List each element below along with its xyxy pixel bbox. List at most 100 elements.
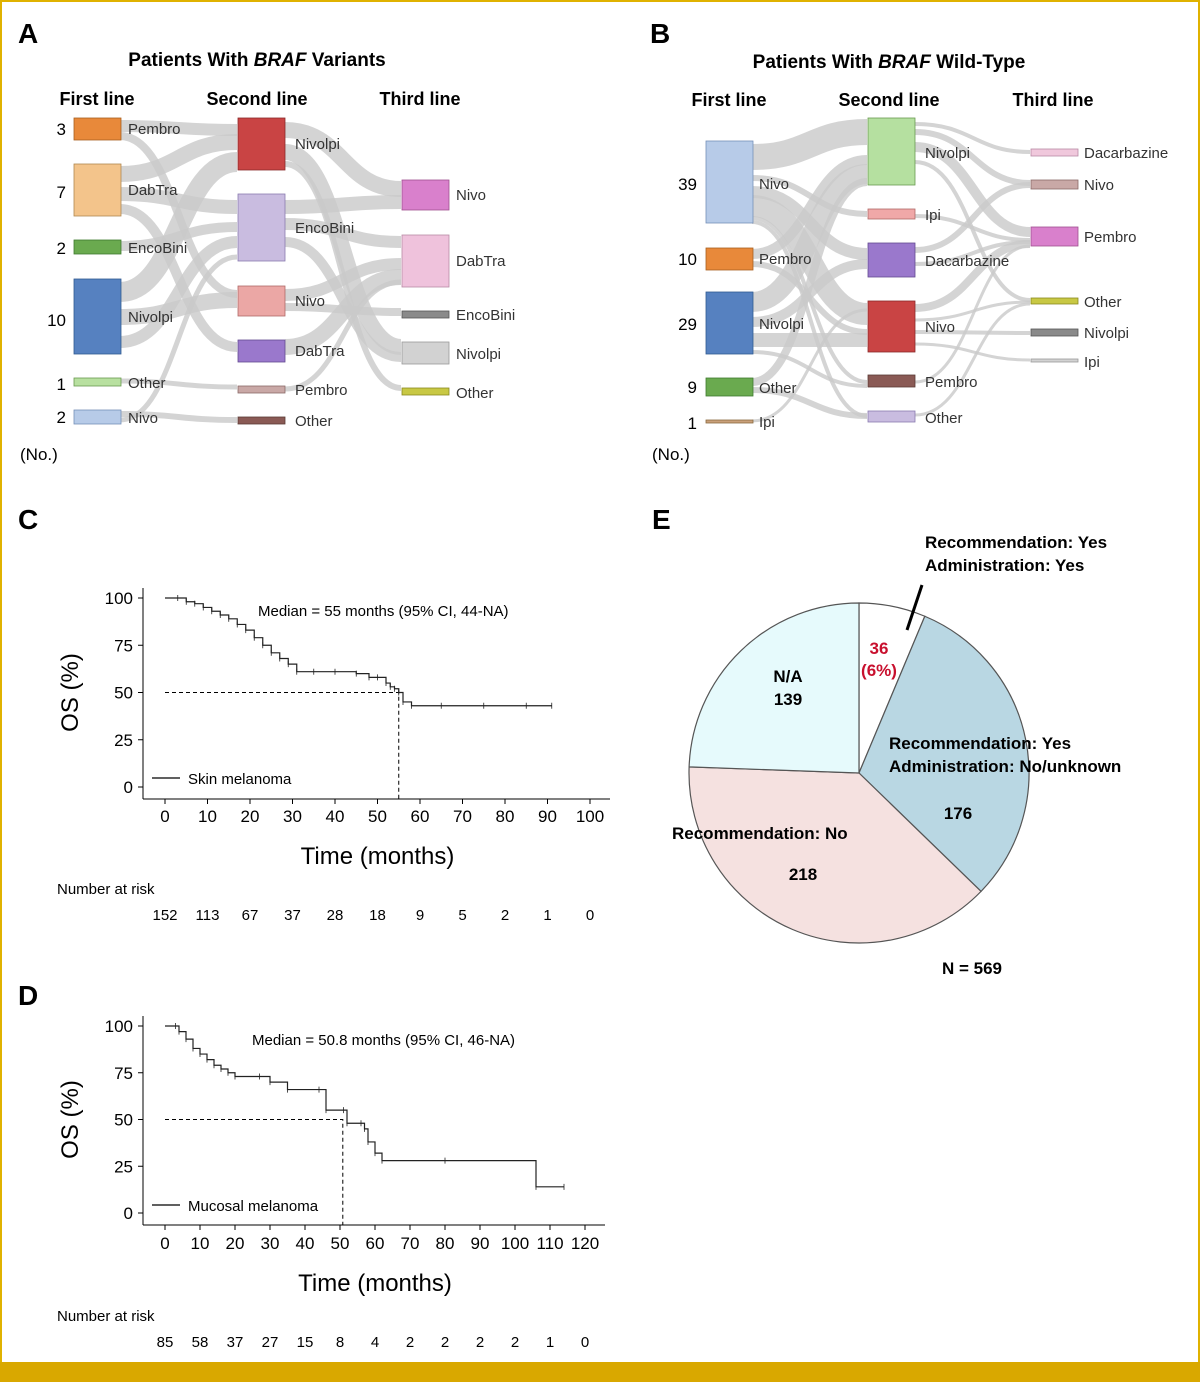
sankey-link bbox=[119, 254, 238, 423]
panel-c-x-tick-label: 60 bbox=[411, 807, 430, 826]
panel-d-x-tick-label: 40 bbox=[296, 1234, 315, 1253]
panel-a-unit: (No.) bbox=[20, 445, 58, 464]
sankey-node bbox=[73, 278, 122, 355]
sankey-node bbox=[705, 419, 754, 424]
pie-label-rec-no: Recommendation: No bbox=[672, 824, 848, 843]
panel-d-x-tick-label: 30 bbox=[261, 1234, 280, 1253]
panel-d-risk-value: 8 bbox=[336, 1334, 344, 1351]
sankey-link bbox=[914, 342, 1031, 362]
sankey-node bbox=[73, 117, 122, 141]
count-label: 2 bbox=[57, 408, 66, 427]
sankey-node bbox=[401, 387, 450, 396]
panel-d-risk-row: 85 58 37 27 15 8 4 2 2 2 2 1 0 bbox=[157, 1334, 590, 1351]
sankey-node bbox=[237, 285, 286, 317]
node-label: Pembro bbox=[1084, 229, 1137, 246]
panel-c-risk-value: 2 bbox=[501, 907, 509, 924]
sankey-link bbox=[751, 178, 868, 386]
count-label: 3 bbox=[57, 120, 66, 139]
panel-d-x-tick-label: 110 bbox=[536, 1234, 563, 1253]
node-label: EncoBini bbox=[456, 307, 515, 324]
panel-b-labels: 39 10 29 9 1 Nivo Pembro Nivolpi Other I… bbox=[652, 145, 1168, 464]
panel-letter-a: A bbox=[18, 18, 38, 49]
sankey-node bbox=[1030, 358, 1079, 363]
panel-a-col-third: Third line bbox=[380, 89, 461, 109]
sankey-node bbox=[237, 339, 286, 363]
panel-d-risk-value: 2 bbox=[511, 1334, 519, 1351]
panel-d-y-axis-title: OS (%) bbox=[57, 1080, 84, 1159]
panel-d-x-tick-label: 70 bbox=[401, 1234, 420, 1253]
panel-d-x-axis-title: Time (months) bbox=[298, 1270, 452, 1297]
count-label: 2 bbox=[57, 239, 66, 258]
node-label: Ipi bbox=[925, 207, 941, 224]
panel-d-x-tick-label: 0 bbox=[160, 1234, 169, 1253]
pie-chart bbox=[688, 602, 1030, 944]
pie-pct-rec-yes-admin-yes: (6%) bbox=[861, 661, 897, 680]
panel-d-risk-value: 1 bbox=[546, 1334, 554, 1351]
sankey-link bbox=[119, 187, 238, 214]
sankey-link bbox=[914, 330, 1031, 335]
panel-c-x-tick-label: 50 bbox=[368, 807, 387, 826]
panel-a-links bbox=[118, 120, 403, 423]
panel-c-y-tick-label: 0 bbox=[124, 778, 133, 797]
panel-letter-b: B bbox=[650, 18, 670, 49]
panel-a-col-second: Second line bbox=[206, 89, 307, 109]
sankey-link bbox=[751, 220, 868, 418]
node-label: DabTra bbox=[456, 253, 506, 270]
sankey-node bbox=[1030, 297, 1079, 305]
node-label: Nivo bbox=[456, 187, 486, 204]
count-label: 9 bbox=[688, 378, 697, 397]
sankey-link bbox=[914, 122, 1031, 154]
panel-d-risk-value: 2 bbox=[441, 1334, 449, 1351]
node-label: Other bbox=[759, 380, 797, 397]
pie-label-rec-yes-admin-yes-line1: Recommendation: Yes bbox=[925, 533, 1107, 552]
panel-c-x-tick-label: 100 bbox=[576, 807, 604, 826]
panel-c-risk-value: 67 bbox=[242, 907, 259, 924]
sankey-node bbox=[73, 163, 122, 217]
sankey-link bbox=[118, 152, 239, 302]
sankey-link bbox=[119, 292, 238, 325]
panel-c-risk-row: 152 113 67 37 28 18 9 5 2 1 0 bbox=[152, 907, 594, 924]
node-label: DabTra bbox=[295, 343, 345, 360]
node-label: Other bbox=[128, 375, 166, 392]
panel-a-col-first: First line bbox=[59, 89, 134, 109]
panel-d-x-tick-label: 50 bbox=[331, 1234, 350, 1253]
panel-d-x-tick-label: 100 bbox=[501, 1234, 529, 1253]
node-label: Dacarbazine bbox=[1084, 145, 1168, 162]
sankey-link bbox=[751, 308, 868, 423]
sankey-link bbox=[284, 195, 402, 214]
node-label: Dacarbazine bbox=[925, 253, 1009, 270]
panel-d-survival-curve bbox=[165, 1025, 564, 1188]
panel-a-title: Patients With BRAF Variants bbox=[128, 50, 385, 71]
panel-c-y-tick-label: 75 bbox=[114, 636, 133, 655]
panel-c-x-tick-label: 70 bbox=[453, 807, 472, 826]
count-label: 1 bbox=[688, 414, 697, 433]
panel-d-risk-value: 0 bbox=[581, 1334, 589, 1351]
panel-c-risk-value: 37 bbox=[284, 907, 301, 924]
sankey-node bbox=[867, 374, 916, 388]
node-label: Pembro bbox=[925, 374, 978, 391]
count-label: 29 bbox=[678, 315, 697, 334]
sankey-node bbox=[1030, 328, 1079, 337]
panel-d-y-tick-label: 75 bbox=[114, 1064, 133, 1083]
panel-d-x-tick-label: 90 bbox=[471, 1234, 490, 1253]
pie-value-na: 139 bbox=[774, 690, 802, 709]
sankey-link bbox=[284, 122, 402, 197]
panel-a-labels: 3 7 2 10 1 2 Pembro DabTra EncoBini Nivo… bbox=[20, 120, 515, 464]
panel-d-risk-value: 15 bbox=[297, 1334, 314, 1351]
sankey-link bbox=[751, 119, 868, 170]
panel-c-risk-value: 18 bbox=[369, 907, 386, 924]
sankey-node bbox=[73, 377, 122, 387]
panel-d-risk-value: 2 bbox=[476, 1334, 484, 1351]
panel-d-axes: 0 25 50 75 100 0 10 20 30 40 50 60 70 80 90 100 110 120 Ti… bbox=[57, 1016, 605, 1297]
panel-c-y-tick-label: 25 bbox=[114, 731, 133, 750]
sankey-link bbox=[751, 350, 868, 388]
panel-letter-e: E bbox=[652, 504, 671, 535]
node-label: Nivolpi bbox=[128, 309, 173, 326]
node-label: Other bbox=[456, 385, 494, 402]
panel-c-y-axis-title: OS (%) bbox=[57, 653, 84, 732]
sankey-node bbox=[867, 117, 916, 186]
callout-line bbox=[905, 584, 924, 631]
sankey-link bbox=[284, 279, 402, 392]
